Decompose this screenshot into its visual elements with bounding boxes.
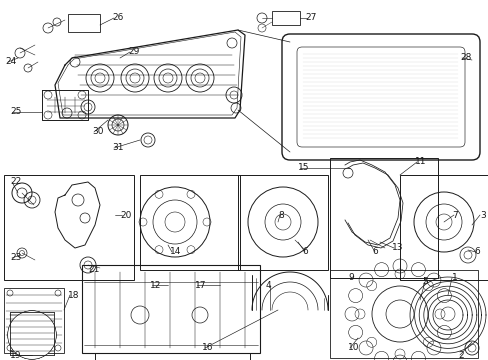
Text: 19: 19 [10,351,21,360]
Circle shape [8,311,56,359]
Text: 6: 6 [473,248,479,256]
Text: 12: 12 [150,280,161,289]
Bar [4,288,64,353]
Text: 17: 17 [195,280,206,289]
Text: 28: 28 [459,54,470,63]
Bar [329,158,437,278]
Bar [271,11,299,25]
Text: 11: 11 [414,158,426,166]
Text: 25: 25 [10,108,21,117]
Text: 1: 1 [451,274,457,283]
Bar [238,175,327,270]
Text: 15: 15 [297,163,309,172]
Text: 24: 24 [5,58,16,67]
Text: 7: 7 [451,211,457,220]
Text: 30: 30 [92,127,103,136]
Text: 4: 4 [265,280,271,289]
Text: 6: 6 [371,248,377,256]
Text: 8: 8 [278,211,283,220]
Bar [68,14,100,32]
Text: 18: 18 [68,291,80,300]
Text: 3: 3 [479,211,485,220]
Text: 16: 16 [202,343,213,352]
Text: 9: 9 [347,274,353,283]
Bar [329,270,477,358]
Text: 26: 26 [112,13,123,22]
Text: 31: 31 [112,144,123,153]
Text: 14: 14 [170,248,181,256]
Text: 27: 27 [305,13,316,22]
Text: 23: 23 [10,253,21,262]
Text: 20: 20 [120,211,131,220]
Text: 29: 29 [128,48,139,57]
Text: 5: 5 [421,278,427,287]
Text: 10: 10 [347,343,359,352]
Text: 6: 6 [302,248,307,256]
Text: 2: 2 [457,351,463,360]
Text: 22: 22 [10,177,21,186]
Text: 13: 13 [391,243,403,252]
Text: 21: 21 [88,266,99,274]
Bar [399,175,487,280]
Bar [140,175,240,270]
Bar [82,265,260,353]
Bar [4,175,134,280]
